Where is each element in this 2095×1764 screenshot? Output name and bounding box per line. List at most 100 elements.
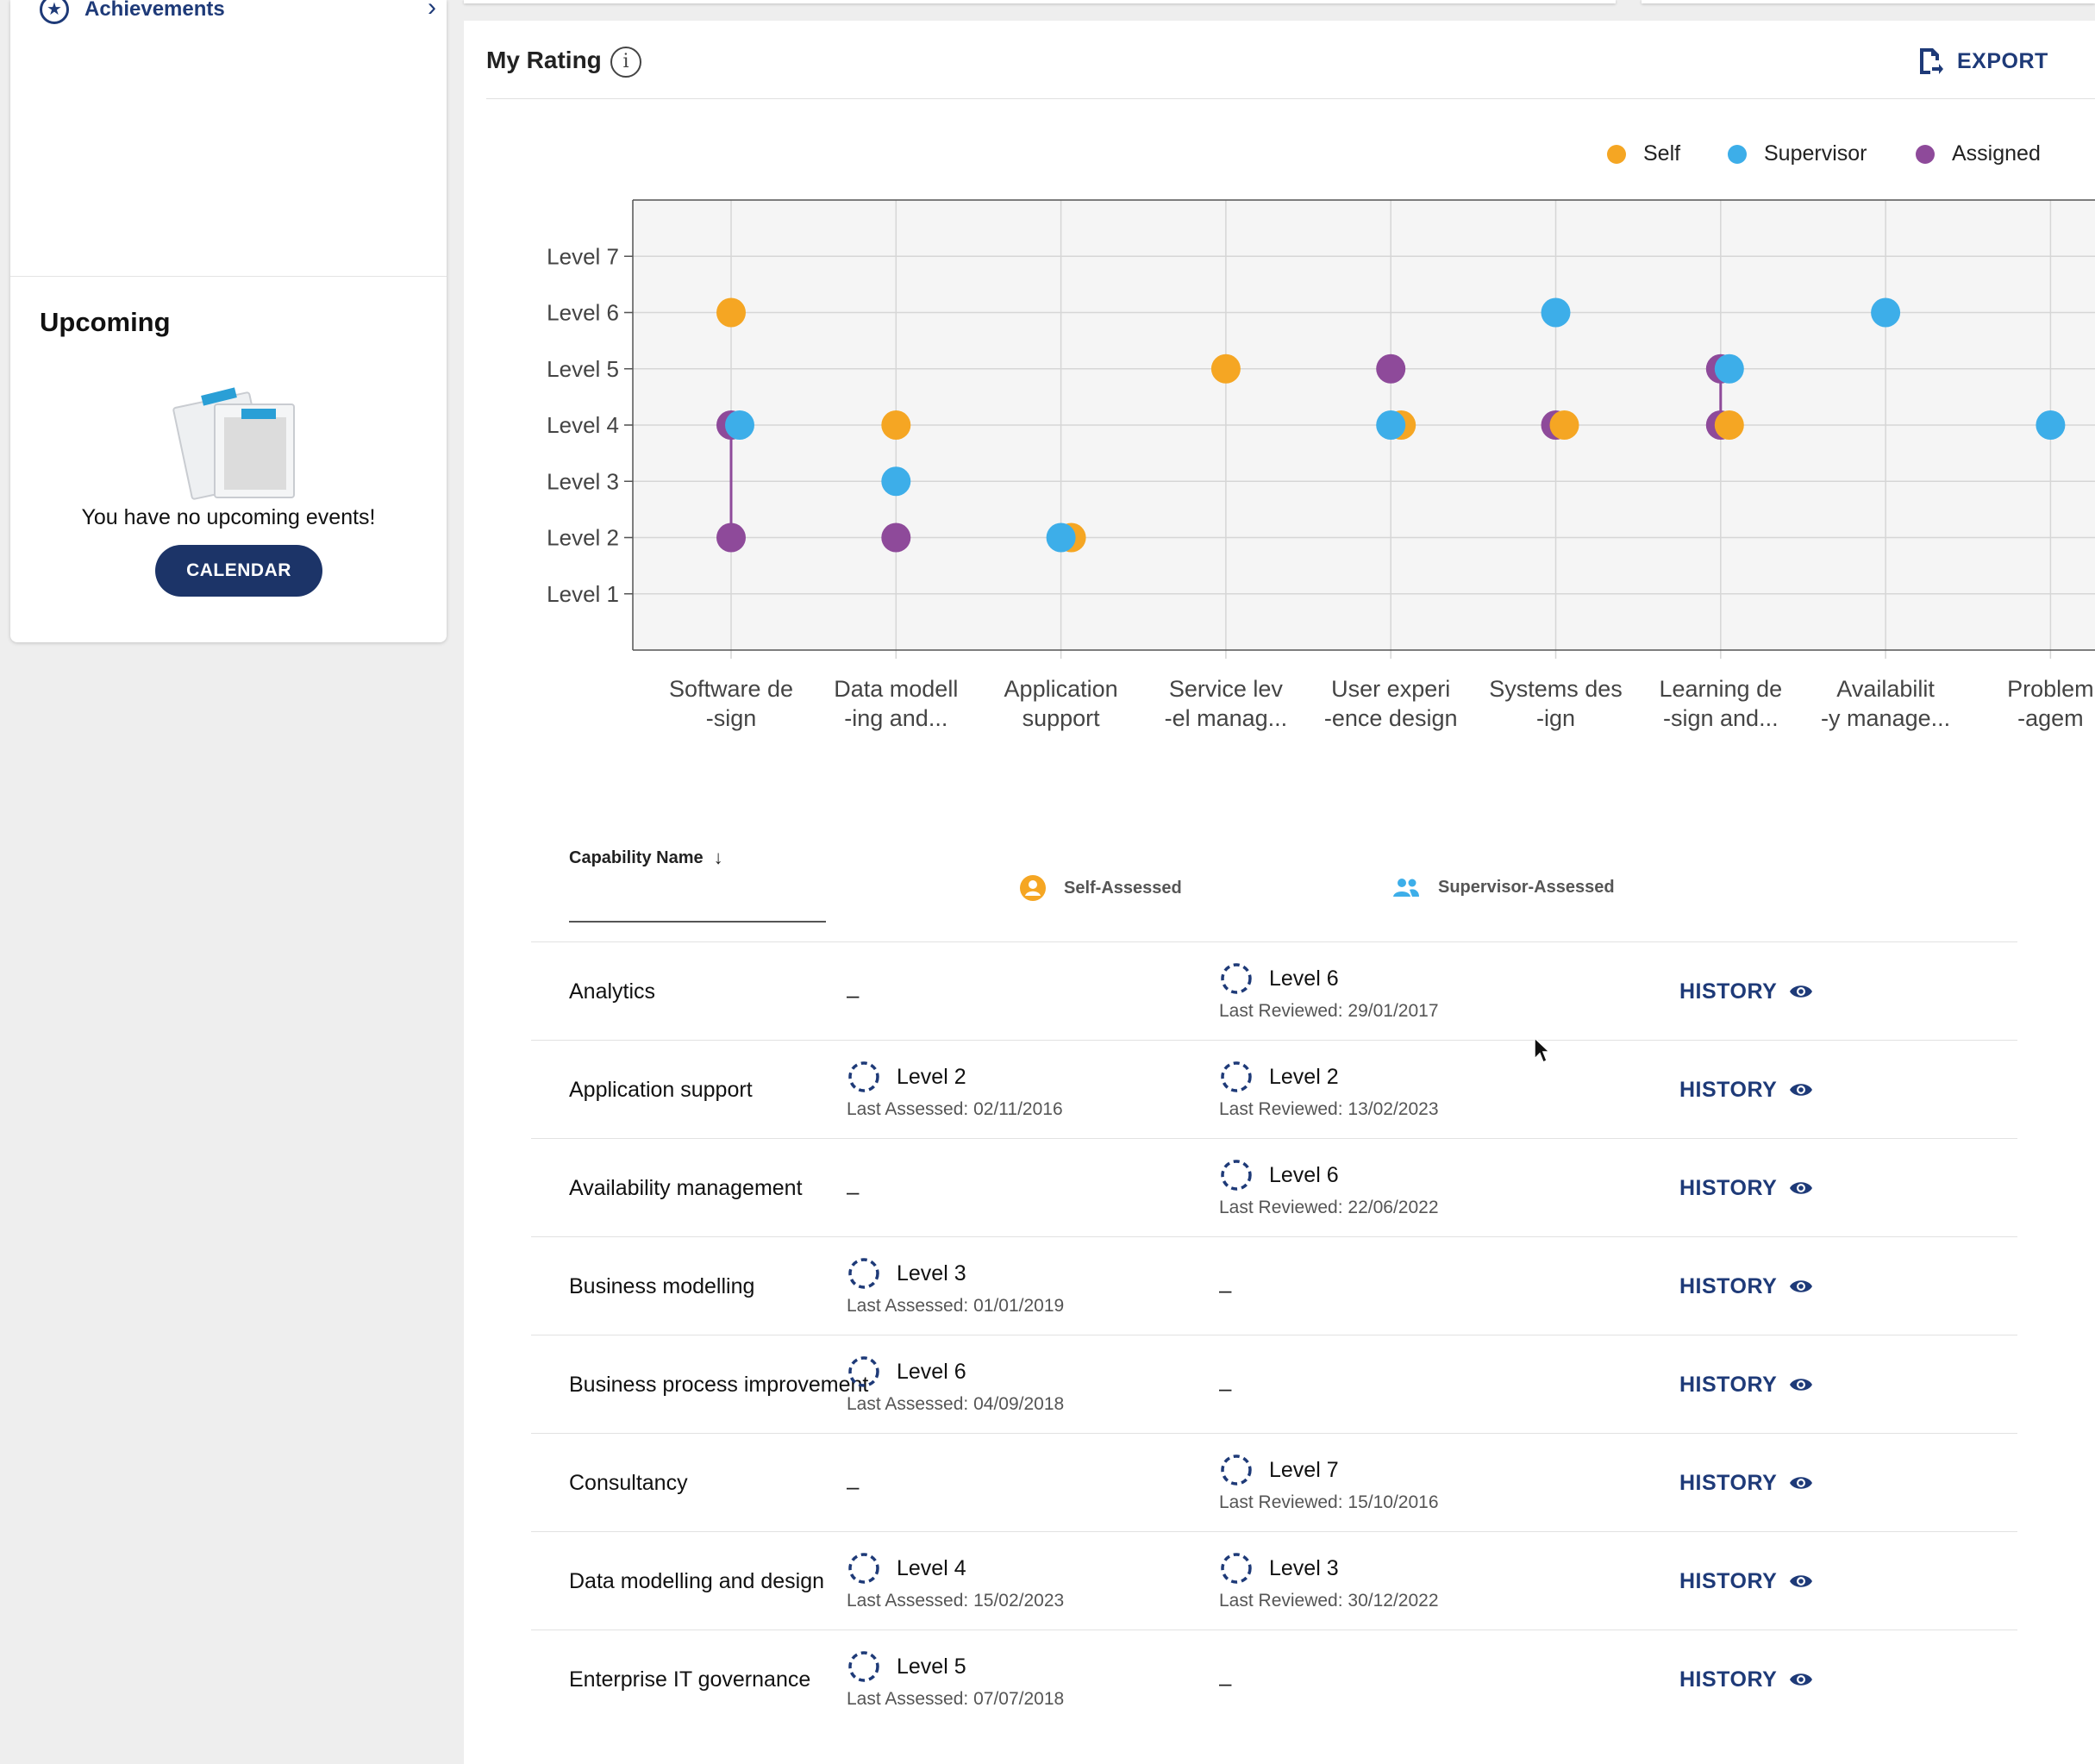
level-progress-icon: [1221, 963, 1252, 994]
legend-item-supervisor[interactable]: Supervisor: [1728, 141, 1867, 166]
eye-icon: [1790, 1673, 1813, 1686]
level-progress-icon: [1221, 1454, 1252, 1486]
history-button[interactable]: HISTORY: [1679, 1237, 1813, 1336]
empty-value: –: [847, 1179, 860, 1204]
arrow-down-icon: ↓: [713, 847, 723, 868]
capability-name: Business modelling: [569, 1273, 755, 1298]
self-date: Last Assessed: 01/01/2019: [847, 1296, 1065, 1316]
supervisor-assessed-cell: Level 6 Last Reviewed: 22/06/2022: [1219, 1158, 1439, 1218]
history-button[interactable]: HISTORY: [1679, 1630, 1813, 1729]
history-button[interactable]: HISTORY: [1679, 942, 1813, 1041]
column-header-supervisor-assessed: Supervisor-Assessed: [1391, 874, 1615, 900]
assigned-point: [881, 522, 911, 553]
supervisor-assessed-cell: –: [1219, 1649, 1231, 1697]
supervisor-date: Last Reviewed: 13/02/2023: [1219, 1099, 1439, 1119]
calendar-button[interactable]: CALENDAR: [155, 545, 322, 597]
legend-dot: [1916, 144, 1935, 164]
empty-value: –: [1219, 1375, 1232, 1401]
eye-icon: [1790, 1379, 1813, 1391]
legend-dot: [1728, 144, 1747, 164]
self-point: [716, 297, 746, 328]
y-tick-label: Level 1: [547, 581, 619, 607]
capability-name: Data modelling and design: [569, 1568, 825, 1593]
self-level: Level 5: [897, 1654, 966, 1679]
history-button[interactable]: HISTORY: [1679, 1139, 1813, 1237]
level-progress-icon: [1221, 1160, 1252, 1191]
self-assessed-cell: Level 5 Last Assessed: 07/07/2018: [847, 1649, 1064, 1710]
x-tick-label: Problem: [2007, 676, 2094, 702]
self-point: [881, 410, 911, 440]
empty-value: –: [1219, 1277, 1232, 1303]
level-progress-icon: [848, 1651, 879, 1682]
empty-value: –: [847, 1473, 860, 1499]
supervisor-point: [1541, 297, 1571, 328]
supervisor-assessed-cell: Level 3 Last Reviewed: 30/12/2022: [1219, 1551, 1439, 1611]
supervisor-level: Level 7: [1269, 1457, 1339, 1482]
level-progress-icon: [848, 1258, 879, 1289]
person-icon: [1020, 875, 1046, 901]
x-tick-label: Learning de: [1659, 676, 1782, 702]
supervisor-date: Last Reviewed: 30/12/2022: [1219, 1591, 1439, 1611]
sidebar-card: ★ Achievements › Upcoming You have no up…: [10, 0, 447, 642]
upcoming-title: Upcoming: [40, 307, 171, 337]
legend-item-assigned[interactable]: Assigned: [1916, 141, 2041, 166]
supervisor-level: Level 6: [1269, 1162, 1339, 1187]
history-button[interactable]: HISTORY: [1679, 1041, 1813, 1139]
x-tick-label: Data modell: [834, 676, 958, 702]
y-tick-label: Level 2: [547, 525, 619, 551]
eye-icon: [1790, 985, 1813, 998]
supervisor-point: [1714, 353, 1744, 384]
eye-icon: [1790, 1084, 1813, 1096]
supervisor-level: Level 6: [1269, 966, 1339, 991]
history-button[interactable]: HISTORY: [1679, 1434, 1813, 1532]
legend-dot: [1607, 144, 1626, 164]
table-row: Consultancy – Level 7 Last Reviewed: 15/10/…: [531, 1433, 2017, 1531]
y-tick-label: Level 6: [547, 300, 619, 326]
table-row: Enterprise IT governance Level 5 Last Asse…: [531, 1630, 2017, 1728]
x-tick-label: -sign: [706, 705, 757, 731]
self-assessed-cell: –: [847, 961, 859, 1009]
history-button[interactable]: HISTORY: [1679, 1532, 1813, 1630]
self-date: Last Assessed: 15/02/2023: [847, 1591, 1065, 1611]
export-button[interactable]: EXPORT: [1917, 47, 2048, 76]
self-date: Last Assessed: 02/11/2016: [847, 1099, 1063, 1119]
top-card-edge: [464, 0, 1616, 3]
legend-label: Assigned: [1952, 141, 2041, 166]
table-row: Analytics – Level 6 Last Reviewed: 29/01/20…: [531, 941, 2017, 1040]
legend-item-self[interactable]: Self: [1607, 141, 1680, 166]
column-header-capability-name[interactable]: Capability Name ↓: [569, 847, 723, 869]
column-header-label: Self-Assessed: [1064, 878, 1182, 898]
history-label: HISTORY: [1679, 979, 1778, 1004]
level-progress-icon: [848, 1356, 879, 1387]
level-progress-icon: [1221, 1061, 1252, 1092]
level-progress-icon: [848, 1553, 879, 1584]
supervisor-point: [881, 466, 911, 497]
assigned-point: [1376, 353, 1406, 384]
empty-value: –: [1219, 1670, 1232, 1696]
capability-name: Enterprise IT governance: [569, 1667, 811, 1692]
capability-name: Analytics: [569, 979, 656, 1004]
self-assessed-cell: Level 3 Last Assessed: 01/01/2019: [847, 1256, 1064, 1317]
chevron-right-icon: ›: [428, 0, 436, 22]
column-header-label: Capability Name: [569, 848, 704, 867]
x-tick-label: User experi: [1331, 676, 1450, 702]
x-tick-label: Systems des: [1489, 676, 1623, 702]
table-row: Business process improvement Level 6 Last …: [531, 1335, 2017, 1433]
supervisor-level: Level 2: [1269, 1064, 1339, 1089]
self-point: [1714, 410, 1744, 440]
history-button[interactable]: HISTORY: [1679, 1336, 1813, 1434]
export-label: EXPORT: [1957, 48, 2048, 73]
my-rating-card: My Rating i EXPORT Self Supervisor Assig…: [464, 21, 2095, 1764]
info-icon[interactable]: i: [610, 47, 641, 78]
history-label: HISTORY: [1679, 1077, 1778, 1102]
self-level: Level 2: [897, 1064, 966, 1089]
eye-icon: [1790, 1575, 1813, 1587]
supervisor-assessed-cell: Level 2 Last Reviewed: 13/02/2023: [1219, 1060, 1439, 1120]
capability-name: Consultancy: [569, 1470, 688, 1495]
assigned-point: [716, 522, 746, 553]
achievements-link[interactable]: ★ Achievements ›: [40, 0, 436, 24]
supervisor-date: Last Reviewed: 29/01/2017: [1219, 1001, 1439, 1021]
eye-icon: [1790, 1477, 1813, 1489]
eye-icon: [1790, 1280, 1813, 1292]
capability-name: Business process improvement: [569, 1372, 869, 1397]
